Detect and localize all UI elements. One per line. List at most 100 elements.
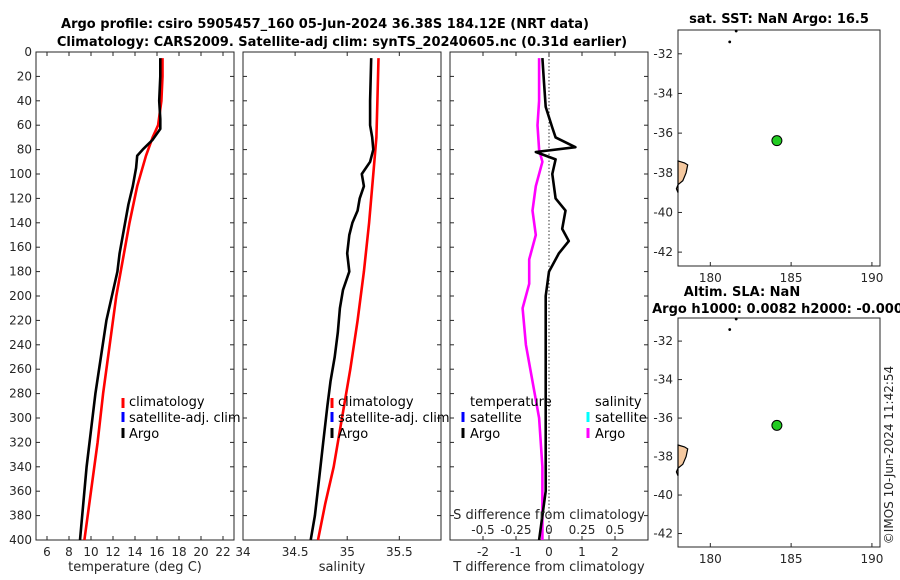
legend-t-satellite-label: satellite xyxy=(470,411,522,426)
y-tick-label: -40 xyxy=(653,488,673,502)
x-tick-label: 6 xyxy=(43,545,51,559)
island-marker xyxy=(734,317,738,321)
land-coastline xyxy=(675,160,689,193)
land-coastline xyxy=(675,444,689,477)
figure-title-line2: Climatology: CARS2009. Satellite-adj cli… xyxy=(57,35,627,50)
sla-map-title-line2: Argo h1000: 0.0082 h2000: -0.0003 xyxy=(652,302,900,317)
y-tick-label: 400 xyxy=(9,533,32,547)
island-marker xyxy=(728,328,732,331)
y-tick-label: 260 xyxy=(9,362,32,376)
salinity-tick-label: 0 xyxy=(545,523,553,537)
x-tick-label: 185 xyxy=(780,552,803,566)
x-tick-label: 35.5 xyxy=(386,545,413,559)
island-marker xyxy=(728,40,732,44)
legend-climatology-label: climatology xyxy=(129,395,205,410)
x-tick-label: 16 xyxy=(149,545,164,559)
temperature-xlabel: temperature (deg C) xyxy=(68,560,202,575)
legend-s-satellite-label: satellite xyxy=(595,411,647,426)
y-tick-label: 220 xyxy=(9,313,32,327)
difference-chart: -2 -1 0 1 2 -0.5 -0.25 0 0.25 0.5 xyxy=(450,51,648,559)
y-tick-label: -38 xyxy=(653,450,673,464)
x-tick-label: -1 xyxy=(510,545,522,559)
y-tick-label: -34 xyxy=(653,373,673,387)
argo-line xyxy=(309,58,375,541)
x-tick-label: 18 xyxy=(171,545,186,559)
legend-t-argo-label: Argo xyxy=(470,427,500,442)
argo-position-marker xyxy=(771,419,783,431)
y-tick-label: 360 xyxy=(9,484,32,498)
y-tick-label: 200 xyxy=(9,289,32,303)
x-tick-label: 20 xyxy=(193,545,208,559)
y-tick-label: 60 xyxy=(17,118,32,132)
difference-panel xyxy=(449,51,649,541)
x-tick-label: 1 xyxy=(578,545,586,559)
y-tick-label: 120 xyxy=(9,191,32,205)
difference-xlabel-top: S difference from climatology xyxy=(453,508,645,523)
x-tick-label: 10 xyxy=(83,545,98,559)
y-tick-label: 240 xyxy=(9,338,32,352)
x-tick-label: 0 xyxy=(545,545,553,559)
x-tick-label: 22 xyxy=(215,545,230,559)
y-tick-label: -38 xyxy=(653,166,673,180)
argo-line xyxy=(78,58,162,541)
y-tick-label: -32 xyxy=(653,334,673,348)
y-tick-label: 80 xyxy=(17,143,32,157)
y-tick-label: 320 xyxy=(9,435,32,449)
x-tick-label: 185 xyxy=(780,271,803,285)
figure-title-line1: Argo profile: csiro 5905457_160 05-Jun-2… xyxy=(61,17,589,32)
legend-satellite-label: satellite-adj. clim xyxy=(338,411,450,426)
x-tick-label: 180 xyxy=(699,552,722,566)
y-tick-label: -36 xyxy=(653,126,673,140)
climatology-line xyxy=(316,58,380,541)
y-tick-label: 160 xyxy=(9,240,32,254)
y-tick-label: 0 xyxy=(24,45,32,59)
x-tick-label: 12 xyxy=(105,545,120,559)
salinity-legend: climatology satellite-adj. clim Argo xyxy=(330,395,450,442)
difference-xlabel: T difference from climatology xyxy=(452,560,645,575)
legend-salinity-title: salinity xyxy=(595,395,642,410)
sst-map: -32 -34 -36 -38 -40 -42 180 185 190 xyxy=(653,29,883,285)
y-tick-label: 20 xyxy=(17,69,32,83)
x-tick-label: 2 xyxy=(611,545,619,559)
legend-climatology-label: climatology xyxy=(338,395,414,410)
salinity-tick-label: -0.5 xyxy=(471,523,494,537)
y-tick-label: 40 xyxy=(17,94,32,108)
imos-timestamp: ©IMOS 10-Jun-2024 11:42:54 xyxy=(882,366,896,544)
sst-map-title: sat. SST: NaN Argo: 16.5 xyxy=(689,12,869,27)
difference-legend: temperature satellite Argo salinity sate… xyxy=(461,395,647,442)
temperature-chart: 0 20 40 60 80 100 120 140 160 180 200 220 240 260 280 3… xyxy=(9,45,234,559)
salinity-chart: 34 34.5 35 35.5 xyxy=(235,51,441,559)
sla-map-title-line1: Altim. SLA: NaN xyxy=(684,285,800,300)
y-tick-label: 180 xyxy=(9,265,32,279)
legend-s-argo-label: Argo xyxy=(595,427,625,442)
sla-map-panel xyxy=(677,317,881,548)
y-tick-label: 380 xyxy=(9,509,32,523)
y-tick-label: -40 xyxy=(653,205,673,219)
y-tick-label: 140 xyxy=(9,216,32,230)
legend-satellite-label: satellite-adj. clim xyxy=(129,411,241,426)
salinity-tick-label: 0.25 xyxy=(569,523,596,537)
legend-temperature-title: temperature xyxy=(470,395,552,410)
sla-map: -32 -34 -36 -38 -40 -42 180 185 190 xyxy=(653,317,883,566)
y-tick-label: -34 xyxy=(653,86,673,100)
island-marker xyxy=(734,29,738,33)
y-tick-label: -42 xyxy=(653,527,673,541)
salinity-tick-label: 0.5 xyxy=(605,523,624,537)
x-tick-label: 35 xyxy=(340,545,355,559)
x-tick-label: 34.5 xyxy=(282,545,309,559)
temperature-legend: climatology satellite-adj. clim Argo xyxy=(121,395,241,442)
argo-position-marker xyxy=(771,135,783,147)
y-tick-label: 300 xyxy=(9,411,32,425)
y-tick-label: -36 xyxy=(653,411,673,425)
y-tick-label: -42 xyxy=(653,245,673,259)
salinity-xlabel: salinity xyxy=(319,560,366,575)
x-tick-label: 34 xyxy=(235,545,250,559)
x-tick-label: -2 xyxy=(477,545,489,559)
t-argo-line xyxy=(534,58,577,541)
salinity-tick-label: -0.25 xyxy=(500,523,531,537)
legend-argo-label: Argo xyxy=(338,427,368,442)
temperature-panel xyxy=(35,51,235,541)
y-tick-label: 280 xyxy=(9,387,32,401)
x-tick-label: 190 xyxy=(860,271,883,285)
